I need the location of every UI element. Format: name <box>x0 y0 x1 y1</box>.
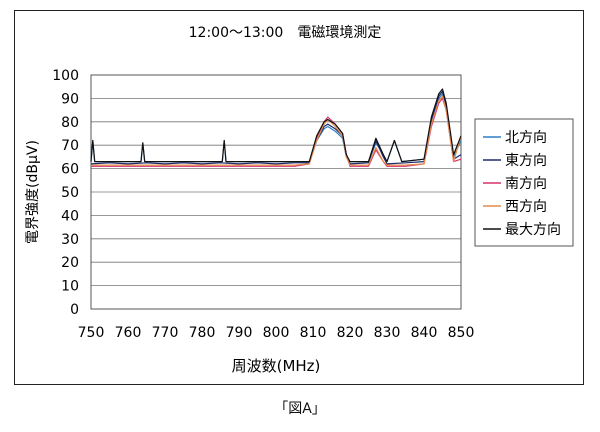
x-tick-label: 840 <box>411 325 438 341</box>
x-tick-label: 850 <box>448 325 475 341</box>
series-line-1 <box>90 90 462 165</box>
legend-label: 北方向 <box>505 130 547 146</box>
legend-label: 南方向 <box>505 176 547 192</box>
y-axis-label: 電界強度(dBμV) <box>25 140 41 244</box>
series-line-2 <box>91 97 462 167</box>
chart-canvas: 12:00～13:00 電磁環境測定 0 10 20 30 40 50 60 70 80 90 10… <box>25 25 574 375</box>
legend-label: 西方向 <box>505 199 547 215</box>
y-tick-label: 30 <box>61 232 79 248</box>
legend-label: 最大方向 <box>505 222 561 238</box>
x-tick-label: 790 <box>226 325 253 341</box>
series-lines <box>90 88 462 167</box>
chart-frame: 12:00～13:00 電磁環境測定 0 10 20 30 40 50 60 70 80 90 10… <box>14 10 584 385</box>
y-tick-labels: 0 10 20 30 40 50 60 70 80 90 100 <box>52 68 79 318</box>
y-tick-label: 20 <box>61 255 79 271</box>
y-tick-label: 60 <box>61 162 79 178</box>
legend-label: 東方向 <box>505 153 547 169</box>
y-tick-label: 100 <box>52 68 79 84</box>
plot-area <box>90 74 462 310</box>
y-tick-label: 90 <box>61 91 79 107</box>
series-line-3 <box>91 95 462 166</box>
x-axis-label: 周波数(MHz) <box>232 357 321 375</box>
y-tick-label: 70 <box>61 138 79 154</box>
figure-caption: 「図A」 <box>274 401 326 417</box>
y-tick-label: 0 <box>70 302 79 318</box>
series-line-4 <box>90 88 462 163</box>
x-tick-labels: 750 760 770 780 790 800 810 820 830 840 850 <box>78 325 475 341</box>
y-tick-label: 40 <box>61 208 79 224</box>
grid-lines <box>91 74 461 287</box>
x-tick-label: 800 <box>263 325 290 341</box>
y-tick-label: 80 <box>61 115 79 131</box>
x-tick-label: 830 <box>374 325 401 341</box>
x-tick-label: 750 <box>78 325 105 341</box>
x-tick-label: 760 <box>115 325 142 341</box>
series-line-0 <box>90 93 462 163</box>
x-tick-label: 810 <box>300 325 327 341</box>
chart-title: 12:00～13:00 電磁環境測定 <box>189 25 382 41</box>
y-tick-label: 50 <box>61 185 79 201</box>
x-tick-label: 770 <box>152 325 179 341</box>
x-tick-label: 780 <box>189 325 216 341</box>
y-tick-label: 10 <box>61 279 79 295</box>
x-tick-label: 820 <box>337 325 364 341</box>
